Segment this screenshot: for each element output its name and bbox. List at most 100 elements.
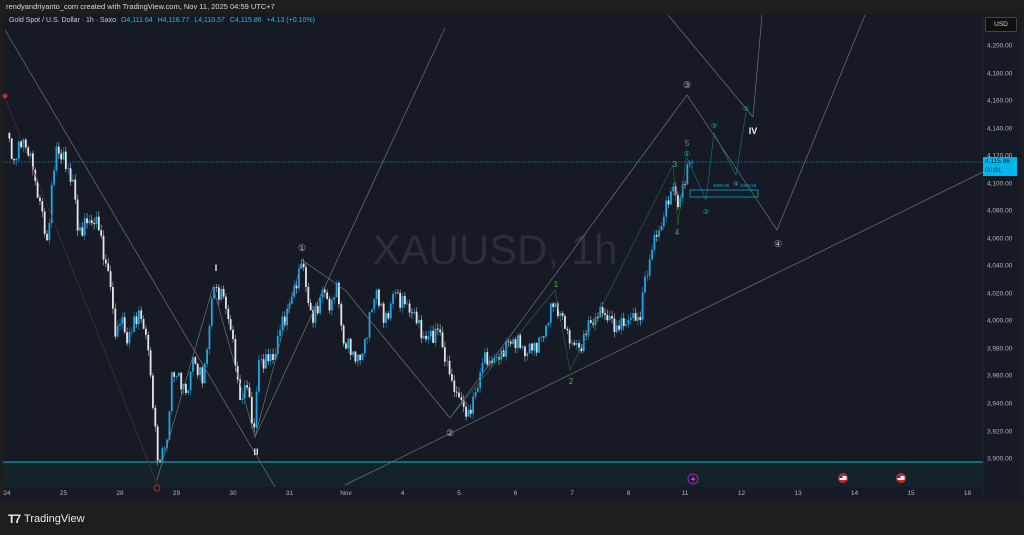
tradingview-logo[interactable]: T7 TradingView	[8, 512, 85, 526]
candle	[639, 316, 642, 321]
time-tick-label: 15	[907, 490, 915, 497]
candle	[601, 307, 604, 314]
candle	[119, 323, 121, 326]
candle	[123, 317, 126, 333]
candle	[161, 448, 164, 462]
candle	[455, 391, 458, 393]
candle	[319, 297, 322, 314]
candle	[335, 282, 338, 298]
candle	[507, 341, 510, 342]
candle	[116, 325, 119, 337]
candle	[290, 296, 293, 304]
candle	[662, 216, 665, 227]
wave-label-II: II	[253, 447, 258, 457]
lightning-event-icon[interactable]	[687, 473, 699, 485]
candle	[194, 357, 197, 364]
candle	[453, 380, 456, 392]
candle	[406, 303, 409, 305]
candle	[472, 396, 475, 414]
currency-button[interactable]: USD	[985, 17, 1017, 32]
candle	[76, 199, 79, 231]
ohlc-high: H4,116.77	[157, 17, 190, 24]
candle	[163, 447, 166, 449]
symbol-legend[interactable]: Gold Spot / U.S. Dollar · 1h · Saxo O4,1…	[9, 17, 315, 24]
time-tick-label: 18	[963, 490, 972, 497]
watermark: XAUUSD, 1h	[372, 226, 617, 273]
candle	[451, 374, 453, 381]
candle	[20, 141, 23, 148]
candle	[17, 141, 20, 159]
candle	[580, 347, 583, 352]
candle	[137, 310, 140, 325]
candle	[479, 372, 482, 389]
candle	[257, 359, 260, 392]
candle	[394, 292, 397, 294]
time-axis[interactable]	[3, 487, 983, 500]
candle	[411, 312, 413, 314]
time-tick-label: Nov	[340, 490, 352, 497]
candle	[314, 305, 317, 323]
us-flag-event-icon[interactable]	[896, 473, 906, 483]
candle	[556, 303, 559, 317]
ohlc-open: O4,111.64	[120, 17, 153, 24]
red-marker-icon[interactable]	[2, 93, 8, 99]
candle	[568, 330, 571, 344]
candle	[665, 200, 668, 217]
price-tick-label: 4,160.00	[987, 97, 1013, 105]
candle	[660, 226, 663, 231]
candle	[618, 325, 620, 330]
candle	[333, 297, 336, 300]
candle	[669, 191, 672, 205]
channel-line	[254, 27, 446, 438]
candle	[436, 328, 439, 330]
target-zone-box[interactable]	[689, 189, 759, 198]
candle	[432, 330, 435, 343]
candle	[222, 288, 225, 297]
candle	[152, 375, 154, 408]
wave-label-2-circled: ②	[446, 428, 454, 438]
candle	[514, 339, 517, 349]
candle	[15, 158, 18, 161]
candle	[380, 303, 383, 306]
candle	[13, 158, 15, 161]
wave-drawings[interactable]	[4, 14, 984, 488]
candle	[24, 139, 27, 148]
candle	[144, 328, 147, 335]
price-tick-label: 4,000.00	[987, 317, 1013, 325]
candle	[305, 267, 307, 287]
candle	[648, 259, 651, 276]
candle	[439, 329, 442, 333]
candle	[97, 216, 100, 231]
candle	[378, 289, 380, 306]
price-tick-label: 3,900.00	[987, 455, 1013, 463]
downtrend-line	[4, 29, 276, 488]
candle	[27, 147, 30, 157]
candle	[50, 184, 53, 223]
us-flag-event-icon[interactable]	[838, 473, 848, 483]
green-wave-path[interactable]	[449, 149, 688, 419]
teal-wave-path[interactable]	[686, 111, 747, 202]
candle	[74, 179, 77, 200]
candle	[632, 313, 635, 318]
time-tick-label: 12	[737, 490, 746, 497]
price-axis[interactable]	[983, 14, 1021, 500]
candle	[88, 220, 91, 224]
candle	[533, 342, 536, 351]
candle	[606, 314, 609, 321]
candle	[446, 360, 449, 362]
candle	[620, 318, 623, 330]
candle	[679, 197, 682, 208]
red-marker-icon[interactable]	[153, 484, 161, 492]
candle	[281, 316, 284, 330]
chart-pane[interactable]	[3, 14, 983, 487]
candle	[594, 317, 597, 325]
candle	[79, 227, 81, 231]
candle	[627, 319, 630, 325]
time-tick-label: 29	[172, 490, 181, 497]
candle	[199, 367, 201, 376]
candle	[585, 333, 588, 335]
candle	[420, 319, 423, 339]
price-tick-label: 3,920.00	[987, 428, 1013, 436]
candle	[128, 332, 131, 344]
candle	[495, 357, 498, 359]
